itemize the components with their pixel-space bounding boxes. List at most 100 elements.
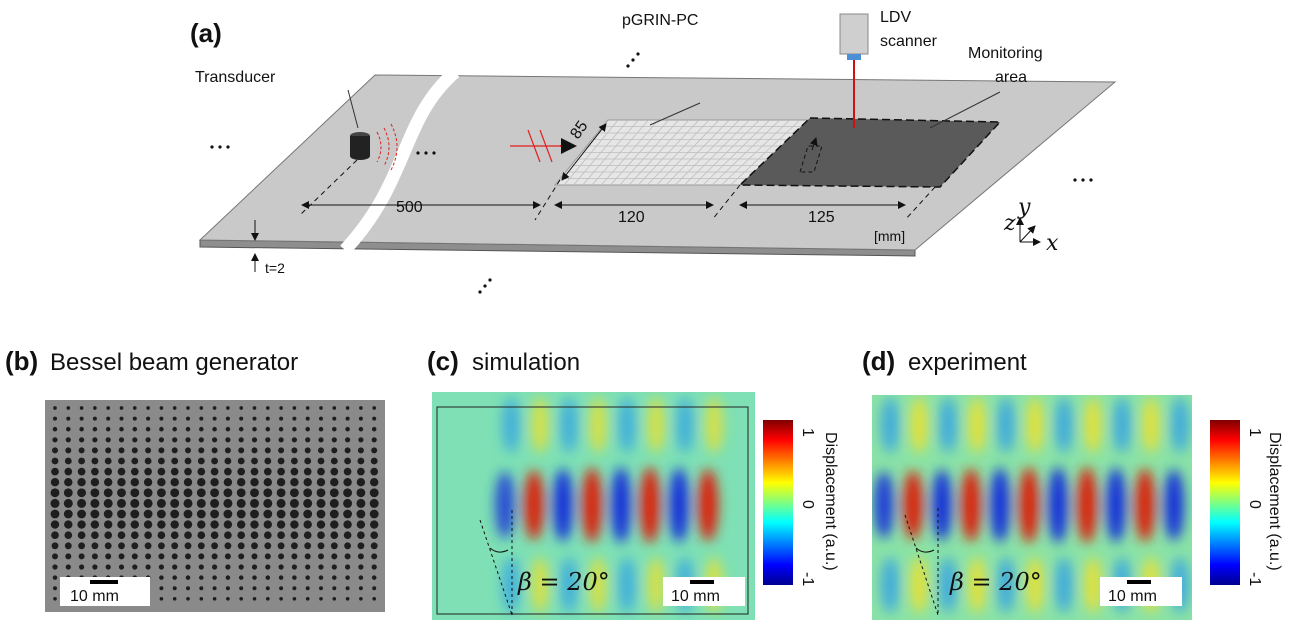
wave-lobe: [524, 470, 544, 540]
hole: [291, 553, 297, 559]
hole: [64, 478, 72, 486]
hole: [359, 406, 363, 410]
hole: [305, 437, 310, 442]
wave-lobe: [968, 397, 986, 453]
hole: [197, 488, 206, 497]
hole: [173, 586, 177, 590]
hole: [372, 406, 376, 410]
panel-c: (c) simulation β = 20° 10 mm 1 0 -1 Disp…: [427, 346, 839, 620]
hole: [104, 488, 113, 497]
hole: [330, 520, 338, 528]
hole: [78, 531, 86, 539]
hole: [145, 437, 150, 442]
hole: [186, 406, 190, 410]
hole: [173, 406, 177, 410]
hole: [371, 542, 378, 549]
hole: [279, 406, 283, 410]
wave-lobe: [1084, 397, 1102, 453]
hole: [199, 417, 203, 421]
wave-lobe: [705, 397, 723, 453]
hole: [292, 586, 296, 590]
hole: [250, 488, 259, 497]
hole: [238, 458, 245, 465]
hole: [104, 531, 112, 539]
hole: [306, 406, 310, 410]
hole: [346, 406, 350, 410]
hole: [117, 478, 125, 486]
hole: [52, 553, 58, 559]
wave-lobe: [881, 397, 899, 453]
hole: [160, 406, 164, 410]
hole: [119, 437, 124, 442]
hole: [237, 468, 245, 476]
wave-lobe: [903, 471, 923, 540]
hole: [130, 499, 139, 508]
hole: [77, 488, 86, 497]
hole: [197, 478, 205, 486]
wave-lobe: [874, 472, 894, 539]
hole: [106, 437, 111, 442]
hole: [211, 531, 219, 539]
colorbar-tick: 1: [799, 428, 816, 437]
hole: [117, 488, 126, 497]
unit-label: [mm]: [874, 228, 905, 244]
hole: [185, 542, 192, 549]
hole: [90, 499, 99, 508]
wave-lobe: [618, 557, 636, 613]
panel-d: (d) experiment β = 20° 10 mm 1 0 -1 Disp…: [862, 346, 1283, 620]
hole: [356, 510, 365, 519]
hole: [265, 447, 271, 453]
hole: [133, 427, 138, 432]
hole: [172, 427, 177, 432]
hole: [52, 447, 58, 453]
hole: [131, 478, 139, 486]
hole: [331, 458, 338, 465]
hole: [239, 597, 243, 601]
hole: [144, 468, 152, 476]
hole: [251, 458, 258, 465]
hole: [263, 499, 272, 508]
wave-lobe: [1113, 397, 1131, 453]
hole: [330, 531, 338, 539]
hole: [343, 488, 352, 497]
hole: [226, 586, 230, 590]
hole: [317, 468, 325, 476]
hole: [278, 553, 284, 559]
hole: [359, 575, 364, 580]
hole: [105, 542, 112, 549]
panel-title: simulation: [472, 349, 580, 376]
hole: [133, 406, 137, 410]
hole: [77, 499, 86, 508]
hole: [120, 406, 124, 410]
panel-b: (b) Bessel beam generator 10 mm: [5, 346, 385, 612]
hole: [157, 488, 166, 497]
hole: [170, 510, 179, 519]
hole: [185, 437, 190, 442]
hole: [145, 458, 152, 465]
hole: [131, 542, 138, 549]
wave-lobe: [502, 397, 520, 453]
hole: [133, 417, 137, 421]
hole: [77, 510, 86, 519]
hole: [250, 478, 258, 486]
hole: [279, 575, 284, 580]
hole: [212, 564, 217, 569]
hole: [132, 564, 137, 569]
hole: [131, 520, 139, 528]
axis-label: z: [1003, 211, 1016, 236]
hole: [291, 447, 297, 453]
hole: [90, 510, 99, 519]
hole: [51, 478, 59, 486]
hole: [290, 520, 298, 528]
hole: [344, 531, 352, 539]
hole: [51, 531, 59, 539]
hole: [330, 499, 339, 508]
hole: [211, 458, 218, 465]
hole: [145, 564, 150, 569]
hole: [357, 478, 365, 486]
panel-label: (b): [5, 346, 38, 376]
panel-label: (c): [427, 346, 459, 376]
hole: [79, 427, 84, 432]
hole: [277, 510, 286, 519]
hole: [186, 427, 191, 432]
